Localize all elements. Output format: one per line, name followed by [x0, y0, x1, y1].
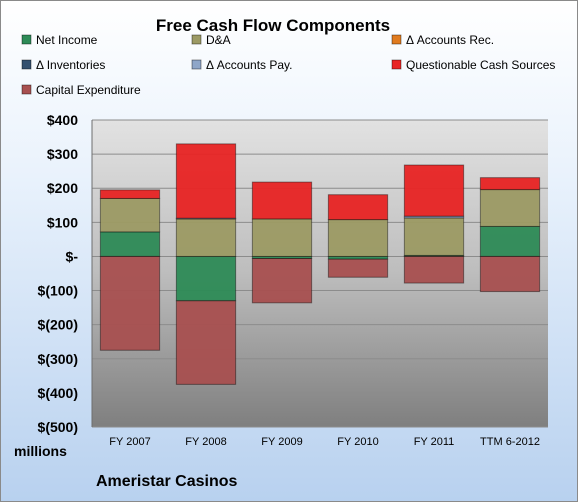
- legend-swatch: [391, 34, 402, 45]
- bar-capital-expenditure: [403, 255, 465, 284]
- legend-label: Δ Inventories: [36, 58, 105, 72]
- legend: Net Income D&A Δ Accounts Rec. Δ Inventorie…: [21, 33, 555, 97]
- bar-d-a: [251, 218, 313, 257]
- x-tick-label: FY 2009: [261, 436, 302, 448]
- unit-label: millions: [14, 443, 67, 459]
- y-tick-label: $(400): [38, 385, 78, 401]
- legend-swatch: [21, 84, 32, 95]
- legend-swatch: [21, 59, 32, 70]
- y-tick-label: $400: [47, 112, 78, 128]
- x-tick-label: FY 2008: [185, 436, 226, 448]
- legend-swatch: [391, 59, 402, 70]
- bar-capital-expenditure: [327, 258, 389, 278]
- y-tick-label: $(300): [38, 351, 78, 367]
- bar-d-a: [327, 219, 389, 257]
- bar-net-income: [175, 255, 237, 302]
- y-axis: $400 $300 $200 $100 $- $(100) $(200) $(300) $(40…: [38, 112, 93, 435]
- y-tick-label: $100: [47, 214, 78, 230]
- bar-questionable-cash-sources: [251, 181, 313, 220]
- y-tick-label: $(100): [38, 283, 78, 299]
- y-tick-label: $200: [47, 180, 78, 196]
- bar-net-income: [99, 231, 161, 257]
- bar-net-income: [479, 225, 541, 257]
- chart-title: Free Cash Flow Components: [156, 16, 390, 35]
- bar-capital-expenditure: [99, 255, 161, 351]
- legend-label: Questionable Cash Sources: [406, 58, 555, 72]
- legend-label: Capital Expenditure: [36, 83, 141, 97]
- plot-area: [92, 120, 548, 427]
- legend-swatch: [21, 34, 32, 45]
- bar-d-a: [99, 197, 161, 233]
- bar-d-a: [175, 218, 237, 257]
- x-tick-label: FY 2010: [337, 436, 378, 448]
- bar-questionable-cash-sources: [99, 189, 161, 199]
- gridlines: [92, 119, 548, 428]
- x-axis: FY 2007 FY 2008 FY 2009 FY 2010 FY 2011 TTM 6…: [109, 436, 540, 448]
- bar-d-a: [403, 217, 465, 256]
- legend-label: D&A: [206, 33, 231, 47]
- bar-d-a: [479, 189, 541, 227]
- legend-swatch: [191, 59, 202, 70]
- bar-capital-expenditure: [251, 257, 313, 304]
- company-name: Ameristar Casinos: [96, 473, 237, 490]
- y-tick-label: $-: [66, 248, 79, 264]
- y-tick-label: $(200): [38, 317, 78, 333]
- bar-questionable-cash-sources: [327, 194, 389, 221]
- bar-capital-expenditure: [479, 255, 541, 293]
- y-tick-label: $300: [47, 146, 78, 162]
- y-tick-label: $(500): [38, 419, 78, 435]
- bars: [99, 143, 541, 385]
- bar-questionable-cash-sources: [403, 164, 465, 217]
- bar-accounts-pay: [175, 217, 237, 220]
- x-tick-label: FY 2011: [414, 436, 455, 448]
- bar-capital-expenditure: [175, 300, 237, 385]
- legend-label: Δ Accounts Pay.: [206, 58, 293, 72]
- legend-label: Net Income: [36, 33, 98, 47]
- legend-swatch: [191, 34, 202, 45]
- bar-questionable-cash-sources: [175, 143, 237, 219]
- x-tick-label: TTM 6-2012: [480, 436, 540, 448]
- legend-label: Δ Accounts Rec.: [406, 33, 494, 47]
- bar-questionable-cash-sources: [479, 177, 541, 191]
- x-tick-label: FY 2007: [109, 436, 150, 448]
